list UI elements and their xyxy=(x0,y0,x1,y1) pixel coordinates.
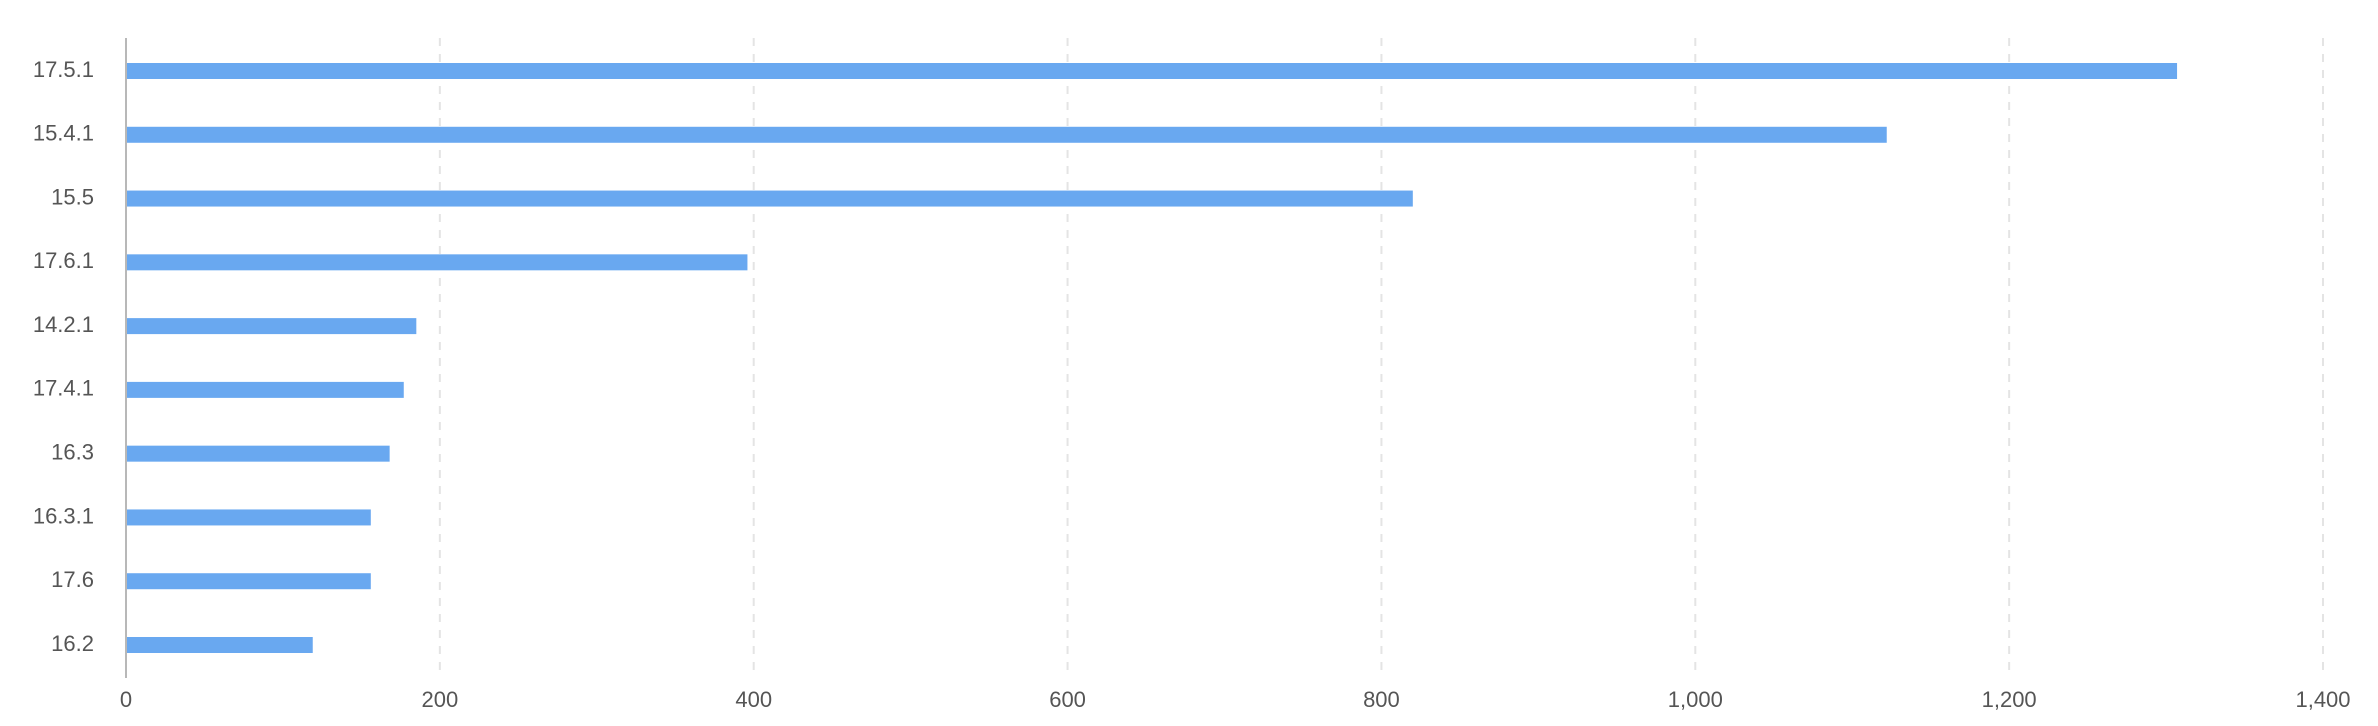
bars-layer xyxy=(126,63,2178,653)
bar xyxy=(126,63,2178,79)
bar xyxy=(126,509,371,526)
y-category-label: 16.3 xyxy=(51,439,94,464)
bar xyxy=(126,254,748,271)
bar xyxy=(126,126,1887,143)
y-category-label: 17.5.1 xyxy=(33,57,94,82)
x-tick-label: 0 xyxy=(120,687,132,712)
x-tick-label: 1,000 xyxy=(1668,687,1723,712)
labels-layer: 0 200 400 600 800 1,000 1,200 1,400 17.5.1 15.4.1… xyxy=(33,57,2351,712)
y-category-label: 14.2.1 xyxy=(33,312,94,337)
x-tick-label: 200 xyxy=(421,687,458,712)
x-tick-label: 800 xyxy=(1363,687,1400,712)
x-tick-label: 400 xyxy=(735,687,772,712)
y-category-label: 17.6 xyxy=(51,567,94,592)
y-category-label: 16.3.1 xyxy=(33,503,94,528)
grid-layer xyxy=(438,38,2324,678)
bar xyxy=(126,573,371,590)
bar xyxy=(126,190,1413,207)
y-category-label: 15.5 xyxy=(51,184,94,209)
x-tick-label: 1,400 xyxy=(2295,687,2350,712)
y-category-label: 16.2 xyxy=(51,631,94,656)
bar xyxy=(126,445,390,462)
x-tick-label: 600 xyxy=(1049,687,1086,712)
bar xyxy=(126,381,404,398)
y-category-label: 17.6.1 xyxy=(33,248,94,273)
bar xyxy=(126,637,313,653)
x-tick-label: 1,200 xyxy=(1982,687,2037,712)
y-category-label: 17.4.1 xyxy=(33,376,94,401)
y-category-label: 15.4.1 xyxy=(33,121,94,146)
bar xyxy=(126,318,417,335)
